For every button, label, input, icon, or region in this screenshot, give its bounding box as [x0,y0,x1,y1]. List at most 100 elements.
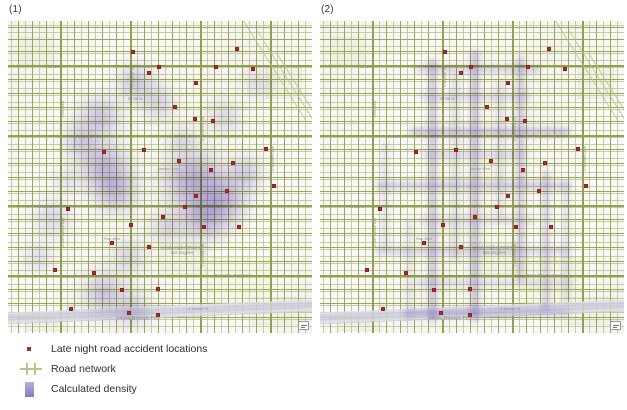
road-vertical [242,21,243,333]
accident-point [365,268,369,272]
map-text-labels-1: W 1st St W 3rd St W 6th St W 8th St W 9th St… [8,21,312,333]
accident-point [235,47,239,51]
density-blob [12,231,64,283]
road-arterial-vertical [512,21,514,333]
road-vertical [256,21,257,333]
accident-point [459,245,463,249]
accident-point [142,148,146,152]
road-minor-horizontal [8,60,312,61]
accident-point [489,159,493,163]
accident-point [523,119,527,123]
accident-point [66,207,70,211]
street-label: W 8th St [60,275,75,279]
accident-point [537,189,541,193]
accident-point [225,189,229,193]
accident-point [231,161,235,165]
legend-item-accidents: Late night road accident locations [18,340,207,358]
accident-point [147,245,151,249]
road-minor-horizontal [8,214,312,215]
density-blob [148,135,240,227]
road-minor-horizontal [8,242,312,243]
road-horizontal [8,261,312,262]
density-band-horizontal [410,127,570,137]
road-horizontal [8,39,312,40]
density-surface-2 [320,21,624,333]
accident-points-layer-1 [8,21,312,333]
road-horizontal [8,219,312,220]
map-panel-1[interactable]: W 1st St W 3rd St W 6th St W 8th St W 9th St… [8,21,312,333]
road-minor-horizontal [8,95,312,96]
accident-point [202,225,206,229]
accident-point [131,50,135,54]
road-minor-horizontal [8,102,312,103]
street-label-vertical: S Hoover St [443,66,447,87]
street-label-vertical: S Normandie Ave [61,217,65,247]
density-blob [104,281,160,333]
accident-point [129,223,133,227]
road-minor-horizontal [8,277,312,278]
road-vertical [144,21,145,333]
legend-item-density: Calculated density [18,380,137,398]
accident-point [547,47,551,51]
road-minor-horizontal [8,130,312,131]
street-label: W 1st St [360,65,375,69]
legend-label-roads: Road network [51,363,116,375]
road-vertical [298,21,299,333]
accident-point [505,117,509,121]
accident-point [459,71,463,75]
density-band-horizontal [420,217,534,224]
accident-point [194,81,198,85]
road-arterial-vertical [130,21,132,333]
density-blob [66,83,134,151]
road-minor-horizontal [8,235,312,236]
panel-2-label: (2) [321,4,334,15]
road-minor-horizontal [8,263,312,264]
legend-label-density: Calculated density [51,383,137,395]
density-blob [166,179,242,255]
map-attribution-box-1[interactable] [298,321,309,330]
map-attribution-box-2[interactable] [610,321,621,330]
road-vertical [74,21,75,333]
street-label: W 6th St [38,205,53,209]
road-minor-horizontal [320,326,624,327]
accident-point [120,288,124,292]
density-blob [70,259,138,327]
landuse-polygon [158,243,206,275]
road-vertical [46,21,47,333]
density-blob [180,157,264,241]
road-arterial-vertical [582,21,584,333]
street-label: W 1st St [48,65,63,69]
accident-point [443,50,447,54]
accident-point [514,225,518,229]
road-minor-horizontal [8,88,312,89]
freeway-label: Santa Monica Fwy [428,315,473,320]
accident-point [506,194,510,198]
accident-point [156,313,160,317]
road-vertical [88,21,89,333]
street-label-vertical: S Western Ave [583,146,587,171]
density-band-horizontal [420,93,530,100]
road-arterial-vertical [60,21,62,333]
road-arterial-vertical [270,21,272,333]
density-band-vertical [428,59,437,321]
accident-point [157,65,161,69]
map-panel-2[interactable]: W 1st St W 3rd St W 6th St W 8th St W 9th St… [320,21,624,333]
accident-point [422,241,426,245]
accident-point [211,119,215,123]
accident-point [92,271,96,275]
density-blob [64,127,144,207]
street-label-vertical: S Hoover St [131,66,135,87]
road-minor-horizontal [8,32,312,33]
legend: Late night road accident locations Road … [0,338,627,410]
legend-label-accidents: Late night road accident locations [51,343,208,355]
legend-item-roads: Road network [18,360,116,378]
accident-point [584,184,588,188]
road-arterial-vertical [442,21,444,333]
road-vertical [540,21,541,333]
accident-point [454,148,458,152]
density-band-vertical [406,221,412,321]
road-minor-horizontal [8,228,312,229]
accident-point [127,311,131,315]
accident-point [272,184,276,188]
